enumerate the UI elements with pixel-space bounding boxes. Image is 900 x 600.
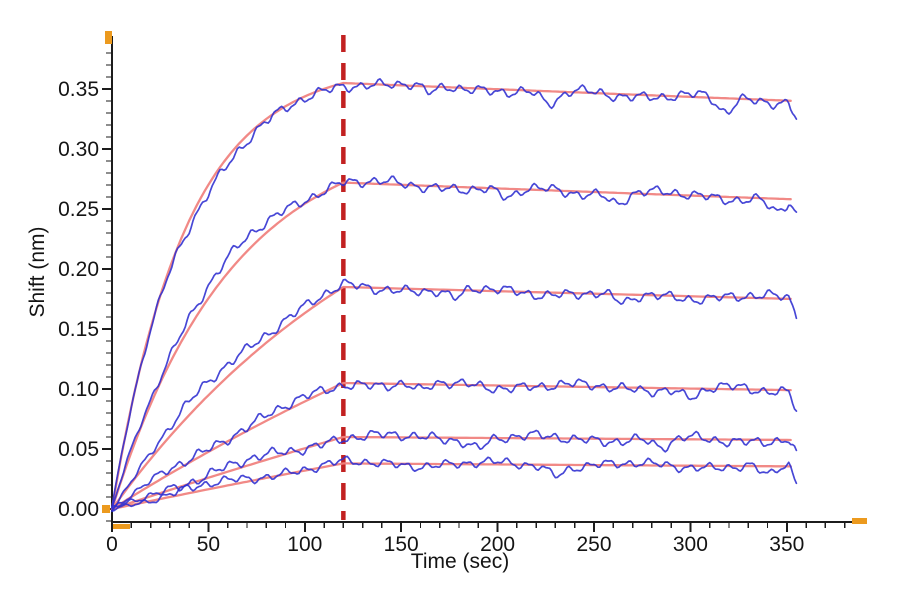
y-axis-title: Shift (nm) bbox=[26, 226, 49, 318]
y-tick-label: 0.00 bbox=[58, 498, 99, 521]
y-tick-labels: 0.00 0.05 0.10 0.15 0.20 0.25 0.30 0.35 bbox=[58, 78, 99, 521]
fit-curve-trace-6 bbox=[110, 462, 792, 511]
range-marker-y-zero bbox=[102, 505, 110, 513]
data-trace-trace-3 bbox=[111, 278, 798, 513]
x-tick-label: 200 bbox=[480, 533, 515, 556]
x-tick-labels: 0 50 100 150 200 250 300 350 bbox=[106, 533, 804, 556]
y-tick-label: 0.30 bbox=[58, 138, 99, 161]
fit-curve-trace-5 bbox=[110, 435, 792, 511]
range-marker-x-end bbox=[852, 518, 867, 524]
x-tick-label: 350 bbox=[769, 533, 804, 556]
y-tick-label: 0.20 bbox=[58, 258, 99, 281]
ticks bbox=[102, 40, 846, 532]
range-marker-x-start bbox=[113, 524, 130, 529]
range-marker-y-top bbox=[105, 31, 112, 44]
data-trace-trace-5 bbox=[111, 429, 798, 508]
x-tick-label: 100 bbox=[287, 533, 322, 556]
y-tick-label: 0.10 bbox=[58, 378, 99, 401]
x-axis-title: Time (sec) bbox=[410, 550, 510, 573]
fit-curve-trace-2 bbox=[110, 181, 792, 511]
x-tick-label: 50 bbox=[197, 533, 220, 556]
x-tick-label: 0 bbox=[106, 533, 118, 556]
x-tick-label: 150 bbox=[384, 533, 419, 556]
y-tick-label: 0.15 bbox=[58, 318, 99, 341]
fit-curve-trace-3 bbox=[110, 285, 792, 511]
range-markers bbox=[102, 31, 867, 529]
x-tick-label: 300 bbox=[673, 533, 708, 556]
data-trace-trace-4 bbox=[111, 378, 798, 510]
y-tick-label: 0.25 bbox=[58, 198, 99, 221]
data-trace-trace-2 bbox=[111, 175, 798, 509]
y-tick-label: 0.05 bbox=[58, 438, 99, 461]
y-tick-label: 0.35 bbox=[58, 78, 99, 101]
data-trace-trace-1 bbox=[111, 78, 798, 509]
x-tick-label: 250 bbox=[576, 533, 611, 556]
data-trace-trace-6 bbox=[111, 455, 798, 512]
data-traces bbox=[111, 78, 798, 513]
